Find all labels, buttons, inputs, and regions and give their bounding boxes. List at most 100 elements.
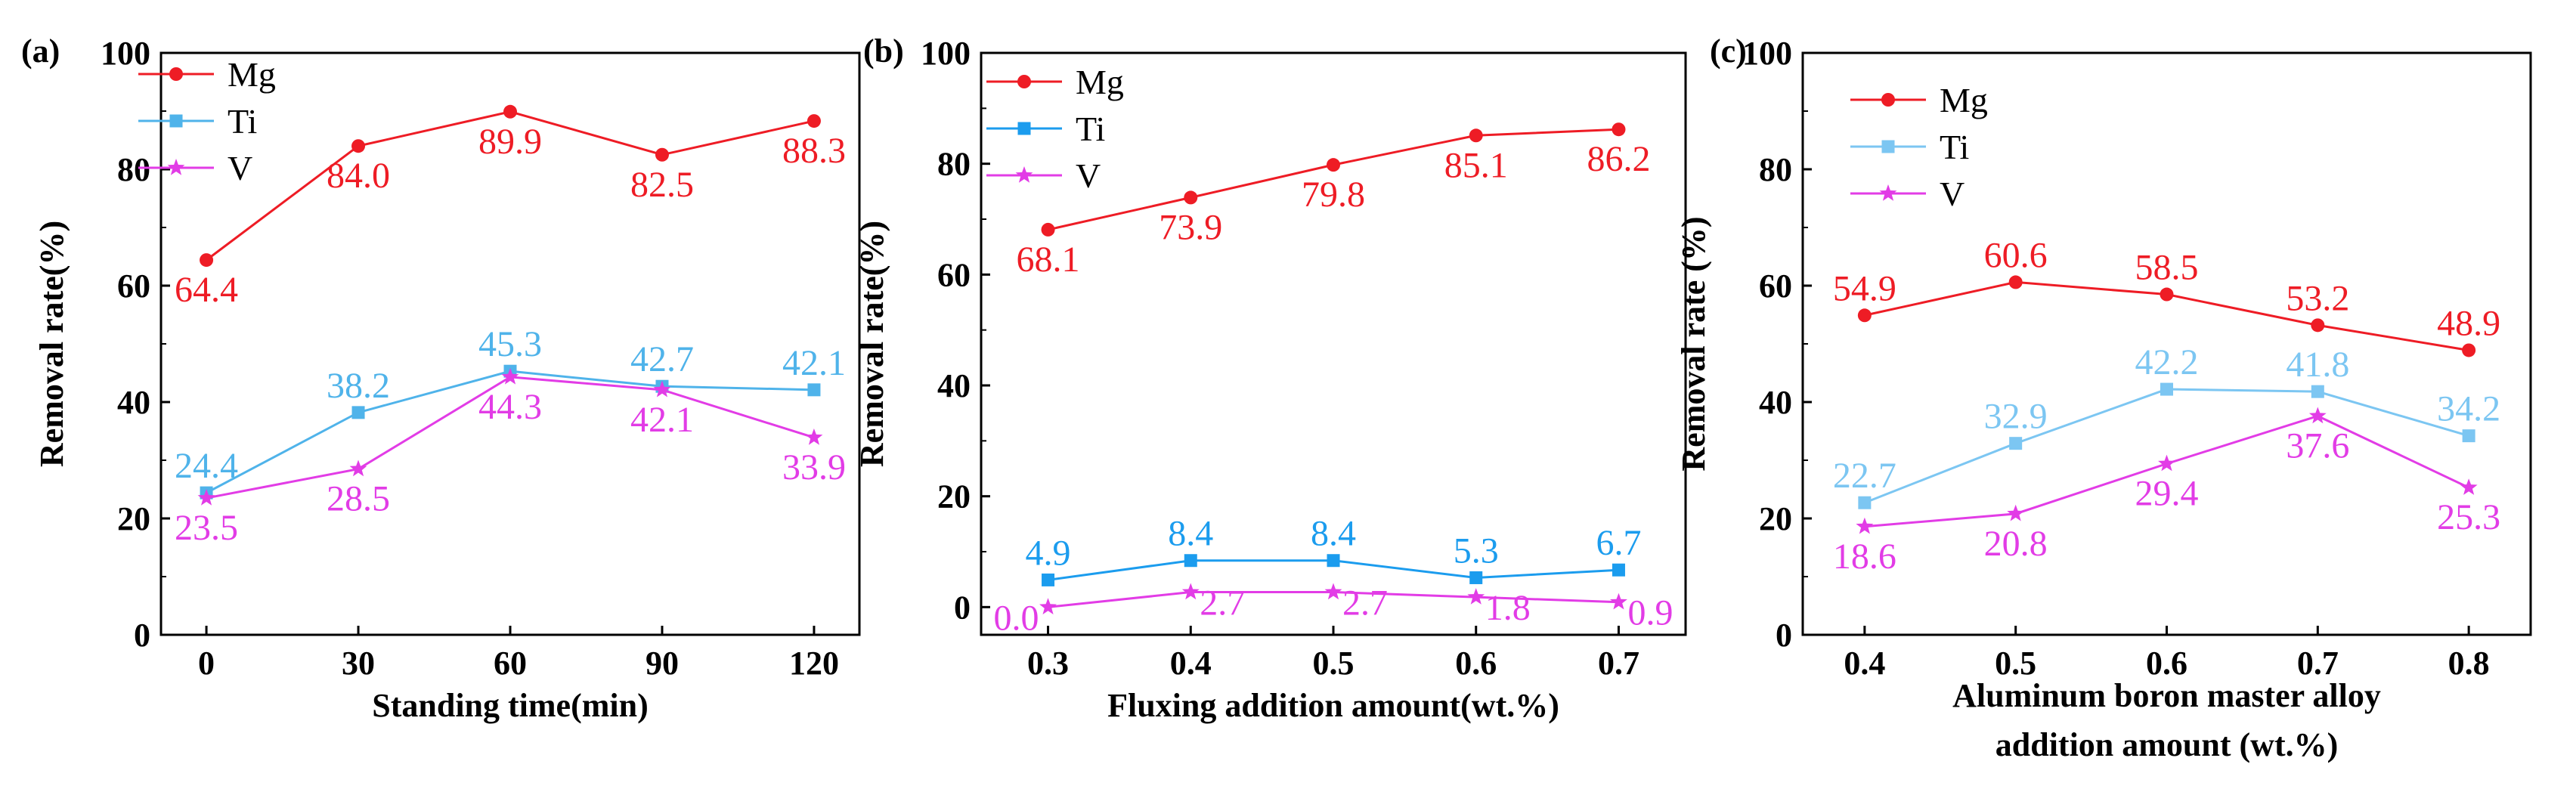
series-ti: 22.7 32.9 42.2 41.8 34.2 (1833, 342, 2500, 509)
y-tick-label: 80 (937, 146, 971, 183)
panel-label: (a) (21, 32, 60, 70)
legend-item-v: V (1850, 175, 1965, 213)
x-tick-label: 0.4 (1844, 645, 1885, 682)
legend-marker (167, 159, 185, 175)
data-point-v (349, 459, 367, 477)
legend-marker (1017, 75, 1031, 88)
legend-marker (1881, 140, 1895, 153)
data-point-v (1467, 588, 1485, 605)
y-tick-label: 40 (1759, 384, 1792, 421)
y-tick-label: 20 (117, 500, 150, 537)
series-ti: 24.4 38.2 45.3 42.7 42.1 (175, 324, 846, 500)
y-tick-label: 0 (954, 589, 971, 626)
data-label-ti: 8.4 (1311, 514, 1356, 554)
x-tick-label: 0.7 (1598, 645, 1639, 682)
legend-marker (1015, 166, 1033, 183)
data-point-ti (1612, 563, 1625, 577)
legend-item-v: V (138, 149, 252, 187)
y-tick-label: 100 (1742, 35, 1792, 72)
data-point-ti (2160, 382, 2173, 396)
data-point-ti (1327, 554, 1340, 568)
x-tick-label: 0.5 (1313, 645, 1355, 682)
y-axis-title: Removal rate(%) (33, 221, 70, 467)
panel-label: (c) (1710, 32, 1747, 70)
data-label-mg: 53.2 (2286, 278, 2349, 318)
data-label-mg: 58.5 (2135, 248, 2199, 288)
data-point-v (1181, 583, 1200, 600)
x-axis-title: Fluxing addition amount(wt.%) (1107, 687, 1559, 724)
x-tick-label: 0.4 (1170, 645, 1212, 682)
data-point-mg (503, 104, 517, 119)
data-point-mg (1469, 128, 1483, 143)
series-ti: 4.9 8.4 8.4 5.3 6.7 (1026, 514, 1641, 586)
data-point-ti (1184, 554, 1197, 568)
x-tick-label: 0.8 (2448, 645, 2490, 682)
data-point-v (1324, 583, 1342, 600)
data-label-ti: 22.7 (1833, 456, 1896, 496)
chart-panel-b: 0 20 40 60 80 100 0.3 0.4 0.5 0.6 0.7 (b) Fluxing ad… (853, 32, 1687, 724)
x-tick-label: 0.5 (1995, 645, 2036, 682)
data-label-ti: 4.9 (1026, 533, 1071, 573)
data-point-ti (807, 383, 821, 397)
data-label-ti: 45.3 (478, 324, 542, 364)
data-point-mg (2008, 275, 2023, 289)
legend-label: Mg (228, 55, 276, 94)
data-point-mg (2462, 343, 2476, 357)
data-point-ti (351, 406, 365, 419)
data-label-v: 25.3 (2437, 497, 2500, 537)
data-label-ti: 41.8 (2286, 345, 2349, 385)
y-axis-title: Removal rate(%) (853, 221, 890, 467)
y-tick-label: 60 (937, 256, 971, 293)
data-label-ti: 32.9 (1984, 397, 2048, 437)
data-label-v: 37.6 (2286, 425, 2349, 466)
y-tick-label: 40 (937, 367, 971, 404)
data-point-ti (1042, 573, 1055, 586)
data-label-v: 1.8 (1485, 588, 1531, 628)
data-label-ti: 38.2 (327, 366, 390, 406)
data-point-ti (2462, 429, 2475, 443)
data-point-mg (1041, 222, 1055, 237)
data-label-v: 33.9 (782, 447, 846, 487)
data-point-mg (807, 114, 821, 128)
data-point-mg (200, 253, 214, 268)
data-label-ti: 8.4 (1168, 514, 1213, 554)
data-label-ti: 24.4 (175, 446, 238, 486)
data-point-mg (1612, 122, 1626, 137)
data-point-v (1856, 517, 1874, 534)
data-point-v (197, 489, 215, 506)
y-tick-label: 100 (921, 35, 971, 72)
y-tick-label: 60 (1759, 268, 1792, 305)
y-axis-title: Removal rate (%) (1675, 216, 1712, 471)
data-point-v (501, 367, 519, 385)
legend-marker (169, 67, 183, 81)
data-point-ti (2311, 385, 2324, 398)
legend-item-mg: Mg (138, 55, 276, 94)
legend-marker (1879, 184, 1897, 201)
legend-label: Ti (1076, 110, 1105, 148)
chart-panel-a: 0 20 40 60 80 100 0 30 60 90 120 (a) Standing time(m… (21, 32, 861, 724)
data-point-v (2308, 407, 2327, 424)
x-tick-label: 0.7 (2297, 645, 2339, 682)
data-point-v (2158, 454, 2175, 472)
x-axis-title: Standing time(min) (372, 687, 648, 724)
data-point-v (1610, 592, 1627, 610)
data-label-mg: 84.0 (327, 156, 390, 196)
legend-label: Mg (1076, 63, 1124, 101)
data-label-ti: 42.2 (2135, 342, 2199, 382)
data-label-v: 18.6 (1833, 537, 1896, 577)
x-tick-label: 120 (789, 645, 839, 682)
series-mg: 68.1 73.9 79.8 85.1 86.2 (1017, 122, 1650, 280)
y-tick-label: 100 (101, 35, 150, 72)
series-mg: 54.9 60.6 58.5 53.2 48.9 (1833, 235, 2500, 357)
legend-label: Mg (1940, 81, 1988, 119)
data-label-mg: 88.3 (782, 131, 846, 171)
data-label-mg: 85.1 (1444, 145, 1508, 185)
data-label-mg: 86.2 (1587, 139, 1650, 179)
legend-item-mg: Mg (986, 63, 1124, 101)
data-point-v (805, 428, 823, 445)
data-label-mg: 64.4 (175, 270, 238, 310)
data-label-mg: 54.9 (1833, 268, 1896, 308)
legend-item-v: V (986, 156, 1101, 195)
y-tick-label: 0 (1776, 617, 1792, 654)
